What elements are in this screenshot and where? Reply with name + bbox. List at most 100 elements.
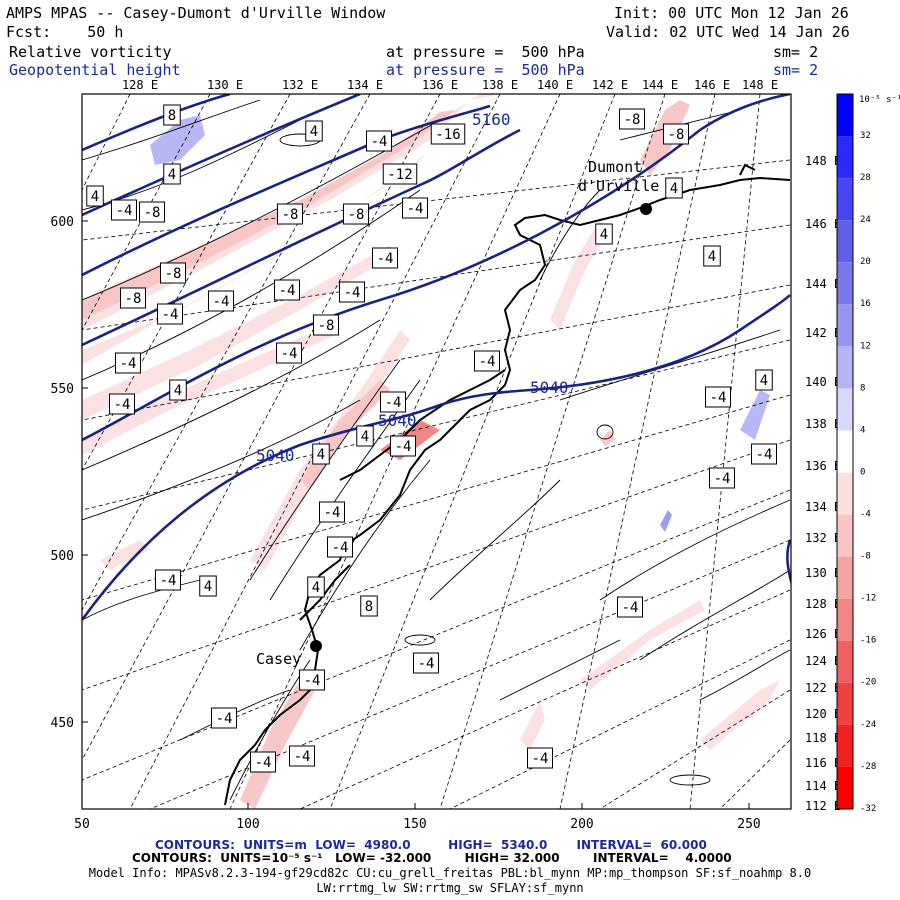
vorticity-label: -8 bbox=[663, 123, 689, 145]
colorbar-segment bbox=[837, 472, 853, 515]
x-axis-label: 200 bbox=[570, 817, 593, 832]
svg-text:-16: -16 bbox=[435, 127, 460, 143]
vorticity-label: -4 bbox=[402, 197, 428, 219]
vorticity-label: -4 bbox=[372, 247, 398, 269]
vorticity-label: -4 bbox=[250, 751, 276, 773]
colorbar: 32 28 24 20 16 12 8 4 0 -4 -8 -12 -16 -20 -24 -28 -32 bbox=[836, 93, 876, 814]
right-lon-label: 114 E bbox=[805, 779, 841, 793]
vorticity-label: 4 bbox=[356, 425, 374, 447]
vorticity-label: -4 bbox=[327, 536, 353, 558]
svg-text:4: 4 bbox=[708, 249, 716, 265]
vorticity-label: -4 bbox=[299, 669, 325, 691]
vorticity-label: -12 bbox=[382, 163, 418, 185]
colorbar-segment bbox=[837, 388, 853, 431]
vorticity-label: 4 bbox=[665, 177, 683, 199]
top-longitude-labels: 128 E 130 E 132 E 134 E 136 E 138 E 140 E 142 E… bbox=[122, 78, 778, 92]
right-lon-label: 128 E bbox=[805, 597, 841, 611]
vorticity-label: -8 bbox=[120, 287, 146, 309]
colorbar-tick-label: 20 bbox=[860, 257, 871, 267]
svg-text:-4: -4 bbox=[479, 354, 496, 370]
vorticity-label: -8 bbox=[313, 314, 339, 336]
right-lon-label: 144 E bbox=[805, 277, 841, 291]
colorbar-tick-label: -4 bbox=[860, 509, 871, 519]
y-axis-labels: 600 550 500 450 bbox=[51, 215, 74, 731]
forecast-hour: Fcst: 50 h bbox=[6, 23, 124, 41]
x-axis-label: 100 bbox=[236, 817, 259, 832]
right-lon-label: 126 E bbox=[805, 627, 841, 641]
colorbar-tick-label: -12 bbox=[860, 594, 876, 604]
vorticity-label: -4 bbox=[380, 391, 406, 413]
model-info-line1: Model Info: MPASv8.2.3-194-gf29cd82c CU:… bbox=[88, 866, 812, 880]
vorticity-shading bbox=[82, 94, 780, 809]
lat-lon-grid bbox=[82, 94, 791, 809]
vorticity-label: 4 bbox=[169, 379, 187, 401]
vorticity-label: -4 bbox=[527, 747, 553, 769]
x-axis-label: 50 bbox=[74, 817, 90, 832]
vorticity-label: -4 bbox=[208, 290, 234, 312]
vorticity-label: -4 bbox=[413, 652, 439, 674]
top-lon-label: 144 E bbox=[642, 78, 678, 92]
svg-text:-4: -4 bbox=[385, 395, 402, 411]
vorticity-box-labels: 8 4 4 4 -4 -16 -8 -8 -12 -8 -8 -4 -4 -8 -4 -8 -4 -8 -4 -4 -4… bbox=[86, 104, 777, 773]
casey-label: Casey bbox=[256, 650, 301, 668]
right-lon-label: 112 E bbox=[805, 799, 841, 813]
colorbar-segment bbox=[837, 94, 853, 137]
vorticity-label: -4 bbox=[319, 501, 345, 523]
svg-text:8: 8 bbox=[365, 599, 373, 615]
vorticity-label: -4 bbox=[289, 745, 315, 767]
colorbar-segment bbox=[837, 304, 853, 347]
svg-text:4: 4 bbox=[91, 189, 99, 205]
colorbar-segment bbox=[837, 178, 853, 221]
svg-text:-4: -4 bbox=[377, 251, 394, 267]
height-label: 5040 bbox=[530, 378, 569, 397]
vorticity-label: -4 bbox=[617, 596, 643, 618]
colorbar-tick-label: -16 bbox=[860, 636, 876, 646]
top-lon-label: 134 E bbox=[347, 78, 383, 92]
svg-text:-4: -4 bbox=[120, 356, 137, 372]
colorbar-segment bbox=[837, 220, 853, 263]
vorticity-contours-info: CONTOURS: UNITS=10⁻⁵ s⁻¹ LOW= -32.000 HI… bbox=[132, 851, 732, 865]
svg-text:-4: -4 bbox=[714, 471, 731, 487]
vorticity-label: 4 bbox=[703, 245, 721, 267]
svg-text:-4: -4 bbox=[160, 573, 177, 589]
colorbar-segment bbox=[837, 598, 853, 641]
svg-text:-4: -4 bbox=[255, 755, 272, 771]
field1-name: Relative vorticity bbox=[9, 43, 172, 61]
vorticity-label: 4 bbox=[312, 443, 330, 465]
vorticity-label: -8 bbox=[277, 203, 303, 225]
casey-station-marker bbox=[310, 640, 322, 652]
vorticity-label: 4 bbox=[86, 185, 104, 207]
x-axis-labels: 50 100 150 200 250 bbox=[74, 817, 761, 832]
svg-text:-4: -4 bbox=[395, 439, 412, 455]
svg-text:4: 4 bbox=[204, 579, 212, 595]
colorbar-segment bbox=[837, 682, 853, 725]
svg-text:-4: -4 bbox=[279, 283, 296, 299]
y-axis-label: 600 bbox=[51, 215, 74, 230]
colorbar-tick-label: 0 bbox=[860, 467, 865, 477]
colorbar-tick-label: 8 bbox=[860, 383, 865, 393]
colorbar-tick-label: -28 bbox=[860, 762, 876, 772]
right-lon-label: 138 E bbox=[805, 417, 841, 431]
right-lon-label: 136 E bbox=[805, 459, 841, 473]
vorticity-label: -4 bbox=[109, 393, 135, 415]
svg-text:-12: -12 bbox=[387, 167, 412, 183]
vorticity-label: -4 bbox=[157, 303, 183, 325]
svg-text:-4: -4 bbox=[213, 294, 230, 310]
svg-text:-4: -4 bbox=[710, 390, 727, 406]
top-lon-label: 130 E bbox=[207, 78, 243, 92]
vorticity-label: -4 bbox=[366, 130, 392, 152]
colorbar-segment bbox=[837, 262, 853, 305]
right-lon-label: 140 E bbox=[805, 375, 841, 389]
colorbar-segment bbox=[837, 430, 853, 473]
svg-text:-4: -4 bbox=[114, 397, 131, 413]
svg-text:-4: -4 bbox=[216, 711, 233, 727]
plot-area bbox=[82, 94, 791, 809]
colorbar-segment bbox=[837, 346, 853, 389]
svg-text:-8: -8 bbox=[318, 318, 335, 334]
svg-text:4: 4 bbox=[361, 429, 369, 445]
svg-text:-4: -4 bbox=[294, 749, 311, 765]
svg-text:-4: -4 bbox=[162, 307, 179, 323]
colorbar-tick-label: 16 bbox=[860, 299, 871, 309]
init-time: Init: 00 UTC Mon 12 Jan 26 bbox=[614, 4, 849, 22]
